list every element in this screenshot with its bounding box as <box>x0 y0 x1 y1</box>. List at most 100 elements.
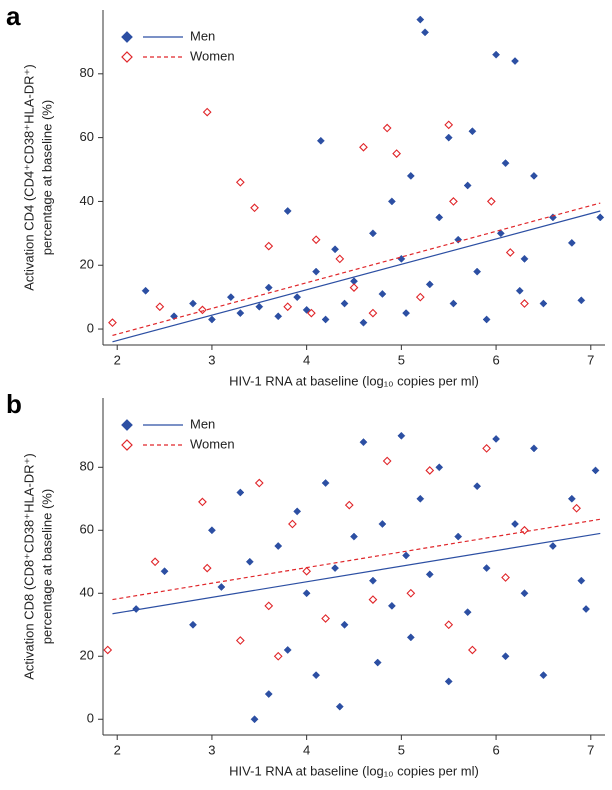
data-point <box>236 309 245 318</box>
data-point <box>189 299 197 308</box>
data-point <box>501 652 510 661</box>
data-point <box>302 566 312 576</box>
data-point <box>344 500 354 510</box>
data-point <box>155 302 165 312</box>
data-point <box>501 573 510 582</box>
data-point <box>340 299 349 308</box>
data-point <box>492 50 501 59</box>
data-point <box>548 542 557 550</box>
data-point <box>591 466 600 475</box>
x-tick-label: 5 <box>398 742 405 757</box>
data-point <box>254 478 264 488</box>
data-point <box>226 293 235 302</box>
data-point <box>520 254 529 263</box>
fit-line <box>112 210 601 343</box>
data-point <box>235 636 245 645</box>
data-point <box>255 302 264 311</box>
data-point <box>350 277 358 286</box>
x-tick-label: 6 <box>492 742 499 757</box>
data-point <box>572 503 581 513</box>
legend-marker <box>121 439 133 451</box>
data-point <box>368 229 377 238</box>
fit-line <box>112 202 601 337</box>
x-tick-label: 7 <box>587 742 594 757</box>
data-point <box>582 605 591 613</box>
data-point <box>331 564 340 573</box>
data-point <box>435 213 444 222</box>
data-point <box>416 15 425 24</box>
y-tick-label: 60 <box>80 522 94 537</box>
data-point <box>463 181 472 190</box>
panel-letter: b <box>6 389 22 419</box>
legend-marker <box>121 51 133 63</box>
data-point <box>482 444 491 453</box>
fit-line <box>112 518 601 601</box>
data-point <box>321 479 330 487</box>
x-tick-label: 3 <box>208 352 215 367</box>
data-point <box>449 197 458 206</box>
data-point <box>486 197 496 206</box>
data-point <box>577 296 586 305</box>
data-point <box>567 238 576 247</box>
data-point <box>463 608 472 617</box>
data-point <box>236 488 245 497</box>
data-point <box>454 532 463 541</box>
data-point <box>539 299 548 308</box>
x-tick-label: 4 <box>303 742 310 757</box>
y-axis-label: Activation CD4 (CD4⁺CD38⁺HLA-DR⁺) <box>21 64 36 290</box>
data-point <box>387 197 396 206</box>
data-point <box>482 564 491 573</box>
data-point <box>515 286 524 295</box>
data-point <box>501 159 510 168</box>
data-point <box>331 245 340 254</box>
y-tick-label: 0 <box>87 711 94 726</box>
data-point <box>302 589 311 598</box>
data-point <box>202 107 212 117</box>
data-point <box>316 136 325 145</box>
data-point <box>520 589 529 598</box>
data-point <box>468 127 477 136</box>
data-point <box>520 299 529 308</box>
data-point <box>160 567 169 576</box>
data-point <box>387 601 396 610</box>
data-point <box>368 576 377 585</box>
data-point <box>288 519 297 529</box>
x-tick-label: 7 <box>587 352 594 367</box>
data-point <box>444 620 454 630</box>
x-tick-label: 6 <box>492 352 499 367</box>
data-point <box>250 203 259 213</box>
data-point <box>449 299 458 308</box>
x-tick-label: 2 <box>114 352 121 367</box>
data-point <box>530 171 538 180</box>
data-point <box>425 466 435 475</box>
y-axis-label: Activation CD8 (CD8⁺CD38⁺HLA-DR⁺) <box>21 453 36 679</box>
data-point <box>250 715 259 724</box>
data-point <box>397 431 406 440</box>
fit-line <box>112 532 601 615</box>
data-point <box>406 588 416 598</box>
data-point <box>378 289 387 298</box>
data-point <box>520 525 529 535</box>
data-point <box>359 318 368 327</box>
legend-label: Women <box>190 436 235 451</box>
y-tick-label: 0 <box>87 320 94 335</box>
data-point <box>373 658 382 667</box>
y-axis-label: percentage at baseline (%) <box>39 100 54 255</box>
y-tick-label: 40 <box>80 193 94 208</box>
data-point <box>335 702 344 711</box>
data-point <box>368 308 378 318</box>
legend-label: Men <box>190 28 215 43</box>
data-point <box>473 482 482 491</box>
x-axis-label: HIV-1 RNA at baseline (log₁₀ copies per … <box>229 373 479 388</box>
data-point <box>311 235 321 245</box>
data-point <box>511 57 519 66</box>
data-point <box>302 305 311 314</box>
data-point <box>473 267 482 276</box>
data-point <box>207 526 216 535</box>
data-point <box>335 254 345 264</box>
data-point <box>189 620 197 629</box>
data-point <box>170 312 178 321</box>
data-point <box>293 293 302 302</box>
data-point <box>264 601 274 611</box>
data-point <box>207 315 216 324</box>
